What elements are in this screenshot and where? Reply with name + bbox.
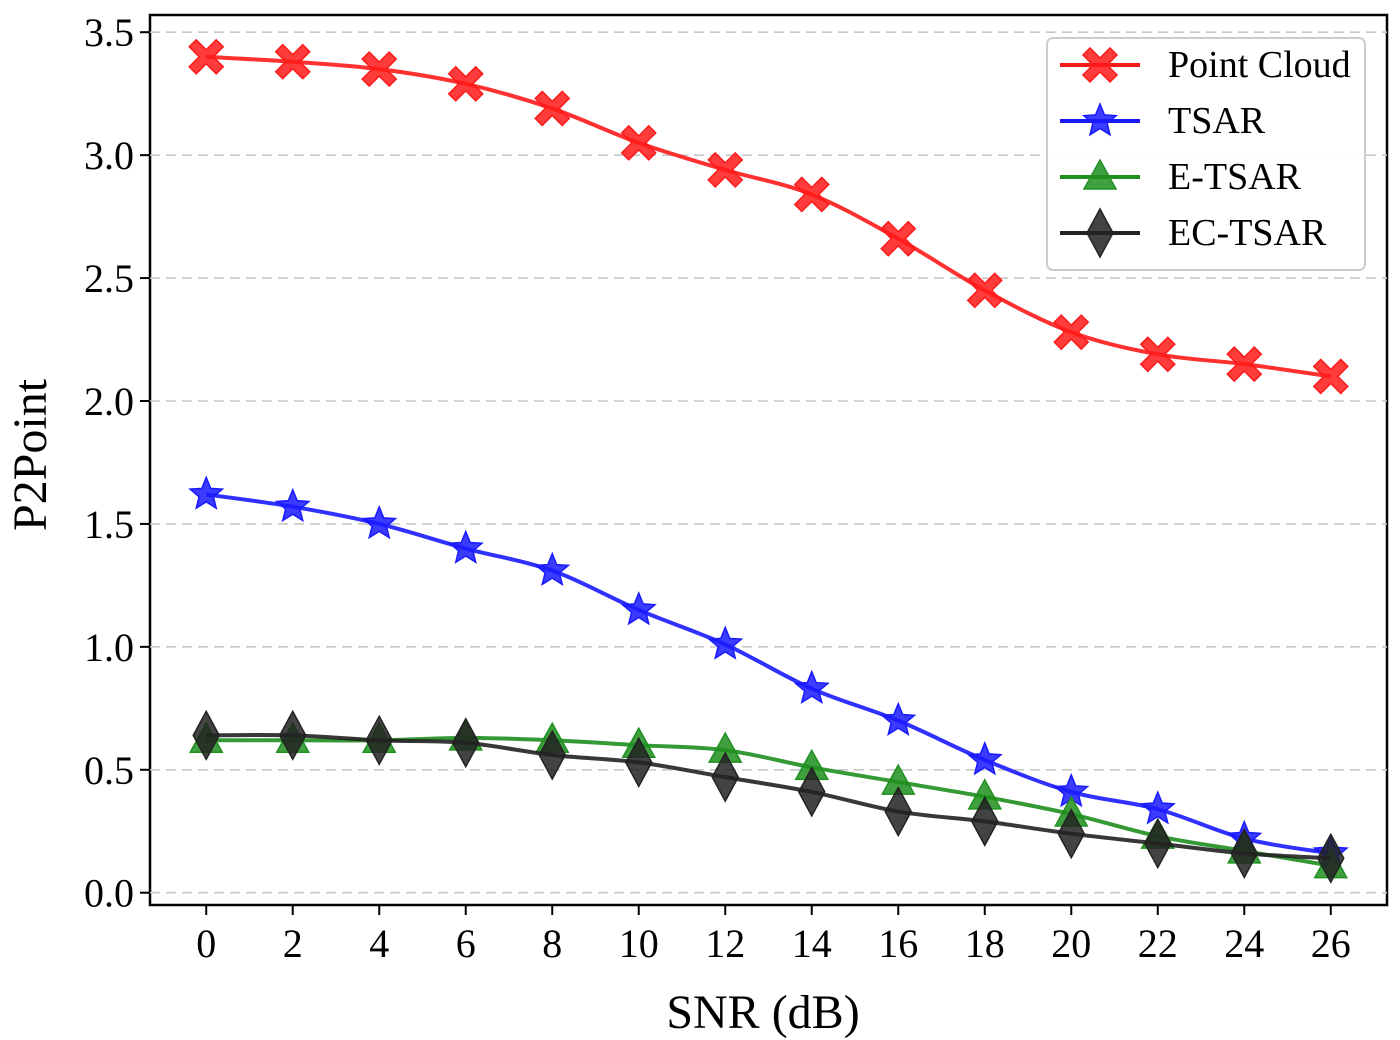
data-point-ec-tsar	[1143, 817, 1172, 870]
y-tick-label: 2.5	[84, 256, 134, 301]
x-tick-label: 0	[196, 921, 216, 966]
x-tick-label: 4	[369, 921, 389, 966]
x-tick-label: 20	[1051, 921, 1091, 966]
data-point-point-cloud	[274, 43, 311, 80]
data-point-tsar	[447, 529, 484, 564]
data-point-tsar	[188, 475, 225, 510]
data-point-ec-tsar	[797, 766, 826, 818]
y-tick-label: 1.5	[84, 502, 134, 547]
y-axis-label: P2Point	[4, 378, 57, 531]
x-tick-label: 14	[792, 921, 832, 966]
x-tick-label: 12	[705, 921, 745, 966]
data-point-ec-tsar	[884, 786, 913, 838]
data-point-point-cloud	[707, 151, 744, 188]
series-line-point-cloud	[206, 54, 1332, 379]
series-tsar	[188, 475, 1349, 869]
data-point-ec-tsar	[1316, 832, 1345, 884]
y-tick-label: 0.5	[84, 748, 134, 793]
series-ec-tsar	[192, 709, 1345, 884]
axes: 0.00.51.01.52.02.53.03.50 2 4 6 8 10 12 14 16 18 2…	[84, 10, 1351, 966]
data-point-tsar	[793, 669, 830, 705]
data-point-point-cloud	[1139, 336, 1176, 373]
data-point-ec-tsar	[278, 709, 307, 761]
data-point-tsar	[361, 504, 398, 540]
data-point-tsar	[707, 625, 744, 660]
data-point-point-cloud	[880, 220, 917, 257]
legend-label: EC-TSAR	[1168, 212, 1327, 254]
x-tick-label: 16	[878, 921, 918, 966]
data-point-ec-tsar	[711, 751, 740, 803]
legend-label: E-TSAR	[1168, 156, 1302, 198]
data-point-tsar	[534, 551, 571, 587]
legend-label: TSAR	[1168, 100, 1266, 142]
x-axis-label: SNR (dB)	[666, 986, 859, 1039]
data-point-tsar	[1139, 790, 1176, 825]
data-point-tsar	[274, 487, 311, 523]
data-point-tsar	[620, 590, 657, 626]
x-tick-label: 22	[1138, 921, 1178, 966]
legend-item-point-cloud: Point Cloud	[1060, 44, 1351, 86]
legend-marker-point-cloud	[1081, 46, 1119, 84]
legend-marker-e-tsar	[1082, 158, 1118, 190]
x-tick-label: 2	[283, 921, 303, 966]
data-point-point-cloud	[447, 65, 484, 102]
legend-item-ec-tsar: EC-TSAR	[1060, 207, 1327, 259]
data-point-point-cloud	[534, 90, 571, 127]
legend-item-tsar: TSAR	[1060, 100, 1266, 142]
legend: Point Cloud TSAR E-TSAR EC-TSAR	[1046, 37, 1366, 271]
data-point-ec-tsar	[624, 736, 653, 788]
data-point-tsar	[966, 740, 1003, 776]
data-point-ec-tsar	[365, 714, 394, 766]
x-tick-label: 6	[456, 921, 476, 966]
x-tick-label: 8	[542, 921, 562, 966]
y-tick-label: 0.0	[84, 871, 134, 916]
legend-marker-ec-tsar	[1086, 207, 1114, 259]
data-point-ec-tsar	[970, 795, 999, 847]
data-point-point-cloud	[1053, 314, 1090, 351]
series-point-cloud	[188, 38, 1349, 395]
data-point-ec-tsar	[538, 729, 567, 781]
data-point-point-cloud	[966, 272, 1003, 309]
data-point-ec-tsar	[451, 717, 480, 769]
legend-label: Point Cloud	[1168, 44, 1351, 86]
data-point-point-cloud	[1226, 346, 1263, 383]
x-tick-label: 24	[1224, 921, 1264, 966]
x-tick-label: 10	[619, 921, 659, 966]
data-point-point-cloud	[361, 51, 398, 88]
legend-item-e-tsar: E-TSAR	[1060, 156, 1302, 198]
legend-box	[1046, 37, 1366, 271]
x-tick-label: 26	[1311, 921, 1351, 966]
data-point-point-cloud	[620, 124, 657, 161]
data-point-point-cloud	[1312, 358, 1349, 395]
series-layer	[188, 38, 1349, 884]
data-point-tsar	[880, 701, 917, 736]
y-tick-label: 2.0	[84, 379, 134, 424]
data-point-ec-tsar	[192, 709, 221, 761]
legend-marker-tsar	[1081, 101, 1119, 137]
data-point-point-cloud	[793, 176, 830, 213]
data-point-point-cloud	[188, 38, 225, 75]
y-tick-label: 3.5	[84, 10, 134, 55]
y-tick-label: 1.0	[84, 625, 134, 670]
y-tick-label: 3.0	[84, 133, 134, 178]
data-point-ec-tsar	[1057, 808, 1086, 860]
data-point-ec-tsar	[1230, 827, 1259, 879]
x-tick-label: 18	[965, 921, 1005, 966]
